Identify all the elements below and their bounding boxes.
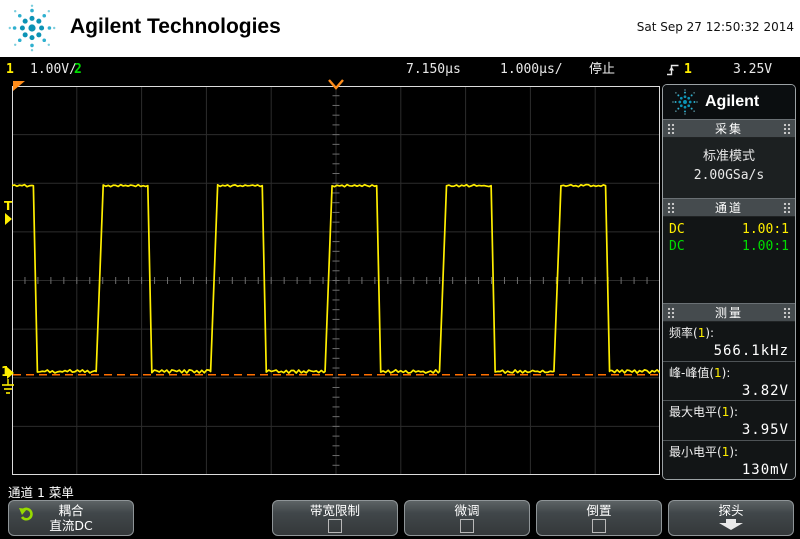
- ch1-ground-marker: 1: [1, 365, 14, 394]
- checkbox-icon[interactable]: [592, 519, 606, 533]
- coupling-mode: DC: [669, 239, 685, 254]
- softkey-bandwidth-limit[interactable]: 带宽限制: [272, 500, 398, 536]
- grip-icon: [782, 123, 791, 134]
- checkbox-icon[interactable]: [328, 519, 342, 533]
- svg-text:T: T: [4, 199, 13, 213]
- trigger-offscreen-marker: [13, 81, 25, 91]
- ch2-number: 2: [74, 62, 82, 77]
- measurements-panel: 频率(1): 566.1kHz 峰-峰值(1): 3.82V 最大电平(1): 3.95V…: [663, 322, 795, 479]
- channel-row-1: DC 1.00:1: [669, 221, 789, 238]
- channels-title: 通道: [714, 201, 743, 215]
- grip-icon: [782, 307, 791, 318]
- softkey-invert[interactable]: 倒置: [536, 500, 662, 536]
- probe-ratio: 1.00:1: [742, 239, 789, 254]
- header: Agilent Technologies Sat Sep 27 12:50:32…: [0, 0, 800, 57]
- graticule: [12, 86, 660, 475]
- rising-edge-trigger-icon: [667, 64, 679, 76]
- channels-panel: DC 1.00:1 DC 1.00:1: [663, 217, 795, 303]
- brand-title: Agilent Technologies: [70, 15, 281, 38]
- measurement-label: 最大电平(1):: [669, 405, 739, 419]
- softkey-label: 倒置: [586, 503, 612, 518]
- down-arrow-icon: [719, 519, 743, 530]
- channel-row-2: DC 1.00:1: [669, 238, 789, 255]
- trigger-level-marker: T: [4, 199, 13, 225]
- softkey-label: 微调: [454, 503, 480, 518]
- checkbox-icon[interactable]: [460, 519, 474, 533]
- ch1-number: 1: [6, 62, 14, 77]
- softkey-fine-adjust[interactable]: 微调: [404, 500, 530, 536]
- acquisition-mode: 标准模式: [702, 149, 755, 164]
- measurement-row: 最小电平(1): 130mV: [663, 441, 795, 480]
- measurement-value: 3.82V: [741, 382, 789, 399]
- measurement-value: 3.95V: [741, 422, 789, 438]
- acquisition-panel: 标准模式 2.00GSa/s: [663, 138, 795, 198]
- softkey-label: 耦合: [58, 503, 84, 518]
- probe-ratio: 1.00:1: [742, 222, 789, 237]
- measurement-value: 566.1kHz: [713, 343, 789, 359]
- acquisition-title: 采集: [714, 122, 743, 136]
- measurement-value: 130mV: [741, 461, 789, 478]
- measurement-row: 峰-峰值(1): 3.82V: [663, 362, 795, 401]
- delay-readout: 7.150µs: [406, 62, 461, 77]
- agilent-spark-icon: [8, 4, 56, 52]
- svg-text:1: 1: [1, 365, 10, 380]
- coupling-mode: DC: [669, 222, 685, 237]
- status-bar: 1 1.00V/ 2 7.150µs 1.000µs/ 停止 1 3.25V: [0, 59, 800, 80]
- measurement-row: 最大电平(1): 3.95V: [663, 401, 795, 441]
- time-reference-marker: [328, 79, 344, 90]
- sidebar: Agilent 采集 标准模式 2.00GSa/s 通道 DC 1.00:1 DC 1…: [662, 84, 796, 480]
- cycle-icon: [19, 507, 33, 521]
- run-state: 停止: [589, 62, 616, 77]
- measurement-label: 最小电平(1):: [669, 444, 739, 459]
- ch1-waveform: [12, 183, 660, 374]
- timebase-readout: 1.000µs/: [500, 62, 563, 77]
- softkey-probe[interactable]: 探头: [668, 500, 794, 536]
- acquisition-panel-header[interactable]: 采集: [663, 119, 795, 138]
- softkey-label: 带宽限制: [309, 503, 360, 518]
- softkey-label: 探头: [718, 503, 744, 518]
- sidebar-brand: Agilent: [663, 85, 795, 119]
- measurements-title: 测量: [714, 306, 743, 320]
- grip-icon: [667, 202, 675, 213]
- softkey-value: 直流DC: [49, 518, 93, 533]
- softmenu-title: 通道 1 菜单: [8, 485, 74, 500]
- sample-rate: 2.00GSa/s: [693, 168, 765, 183]
- sidebar-brand-name: Agilent: [705, 93, 760, 110]
- measurement-row: 频率(1): 566.1kHz: [663, 322, 795, 362]
- datetime: Sat Sep 27 12:50:32 2014: [636, 20, 794, 34]
- softkey-coupling[interactable]: 耦合 直流DC: [8, 500, 134, 536]
- agilent-spark-icon-small: [672, 89, 698, 115]
- ch1-scale: 1.00V/: [30, 62, 77, 77]
- grip-icon: [667, 123, 675, 134]
- channels-panel-header[interactable]: 通道: [663, 198, 795, 217]
- grip-icon: [667, 307, 675, 318]
- grip-icon: [782, 202, 791, 213]
- measurement-label: 频率(1):: [669, 326, 715, 340]
- measurements-panel-header[interactable]: 测量: [663, 303, 795, 322]
- trigger-source: 1: [684, 62, 692, 77]
- measurement-label: 峰-峰值(1):: [669, 365, 731, 380]
- trigger-level: 3.25V: [733, 62, 773, 77]
